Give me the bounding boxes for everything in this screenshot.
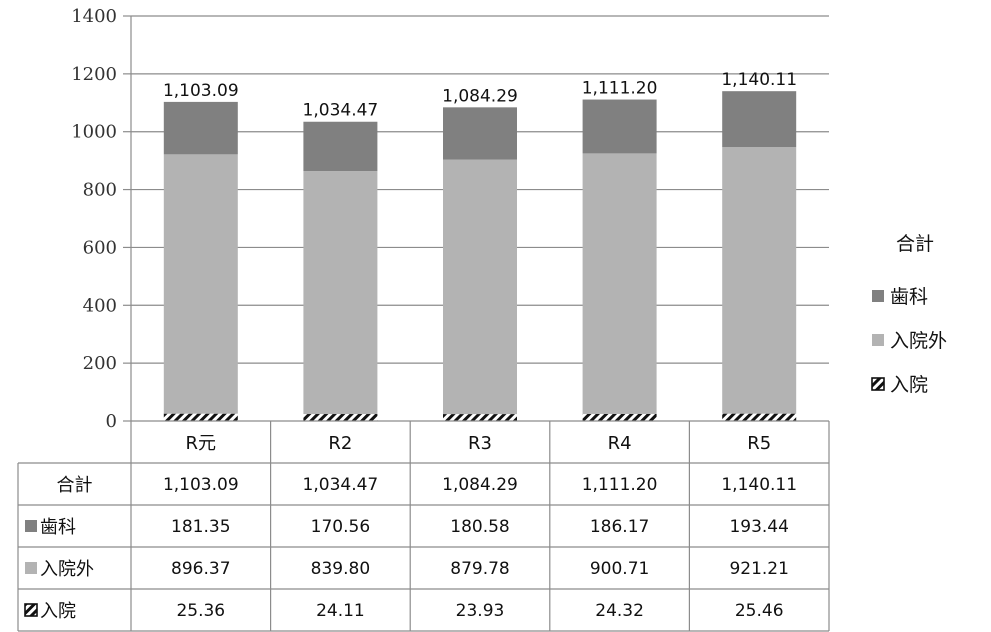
legend-swatch-hatch [871, 377, 885, 391]
table-row-header: 入院 [40, 601, 76, 622]
table-category-header: R2 [328, 433, 352, 454]
table-category-header: R3 [468, 433, 492, 454]
table-row-header: 合計 [57, 475, 93, 496]
table-row-header: 歯科 [40, 517, 76, 538]
table-row-header: 入院外 [40, 559, 94, 580]
y-tick-label: 1200 [71, 64, 117, 85]
table-cell: 1,084.29 [442, 475, 518, 495]
bar-segment [443, 107, 517, 160]
table-category-header: R4 [608, 433, 632, 454]
total-data-label: 1,140.11 [721, 70, 797, 90]
bar-segment [443, 414, 517, 421]
total-labels: 1,103.09 1,034.47 1,084.29 1,111.20 1,140.11 [163, 70, 797, 121]
y-tick-label: 1400 [71, 6, 117, 27]
bar-segment [303, 121, 378, 172]
legend-swatch-light [872, 334, 884, 346]
axes: 0 200 400 600 800 1000 1200 1400 [71, 6, 132, 432]
table-category-header: R5 [747, 433, 771, 454]
table-cell: 1,034.47 [303, 475, 379, 495]
total-data-label: 1,034.47 [303, 101, 379, 121]
data-table: R元 R2 R3 R4 R5 合計 1,103.09 1,034.47 1,084.29 1,11… [17, 420, 830, 632]
bar-segment [722, 413, 797, 421]
table-cell: 24.32 [595, 601, 644, 621]
total-data-label: 1,103.09 [163, 81, 239, 101]
table-cell: 170.56 [311, 517, 370, 537]
bar-segment [443, 159, 517, 415]
y-tick-label: 200 [83, 353, 117, 374]
table-cell: 193.44 [729, 517, 788, 537]
legend-swatch-hatch [24, 603, 38, 617]
table-cell: 24.11 [316, 601, 365, 621]
bar-segment [582, 99, 657, 154]
table-cell: 1,111.20 [582, 475, 658, 495]
bar-segment [582, 153, 657, 414]
legend-entry: 入院外 [890, 330, 947, 352]
table-cell: 186.17 [590, 517, 649, 537]
legend-entry: 歯科 [890, 286, 928, 308]
y-tick-label: 1000 [71, 122, 117, 143]
bar-segment [303, 414, 378, 421]
bar-segment [722, 147, 797, 414]
legend-entry-total: 合計 [896, 233, 934, 255]
table-cell: 896.37 [171, 559, 230, 579]
legend-swatch-dark [872, 290, 884, 302]
bar-segment [163, 101, 238, 155]
bar-segment [582, 413, 657, 421]
total-data-label: 1,111.20 [582, 79, 658, 99]
table-cell: 180.58 [450, 517, 509, 537]
table-cell: 900.71 [590, 559, 649, 579]
bar-segment [722, 91, 797, 148]
legend-swatch-light [25, 562, 37, 574]
bar-segment [163, 413, 238, 421]
bar-segment [303, 171, 378, 415]
table-cell: 1,140.11 [721, 475, 797, 495]
table-cell: 23.93 [456, 601, 505, 621]
table-cell: 921.21 [729, 559, 788, 579]
table-cell: 839.80 [311, 559, 370, 579]
y-tick-label: 600 [83, 237, 117, 258]
y-tick-label: 0 [106, 411, 117, 432]
y-tick-label: 400 [83, 295, 117, 316]
table-cell: 1,103.09 [163, 475, 239, 495]
bar-segment [163, 154, 238, 414]
table-cell: 879.78 [450, 559, 509, 579]
table-category-header: R元 [186, 433, 217, 454]
legend-entry: 入院 [890, 374, 928, 396]
legend-swatch-dark [25, 520, 37, 532]
total-data-label: 1,084.29 [442, 86, 518, 106]
y-tick-label: 800 [83, 180, 117, 201]
table-cell: 25.36 [176, 601, 225, 621]
table-cell: 181.35 [171, 517, 230, 537]
bars [163, 91, 797, 421]
table-cell: 25.46 [735, 601, 784, 621]
